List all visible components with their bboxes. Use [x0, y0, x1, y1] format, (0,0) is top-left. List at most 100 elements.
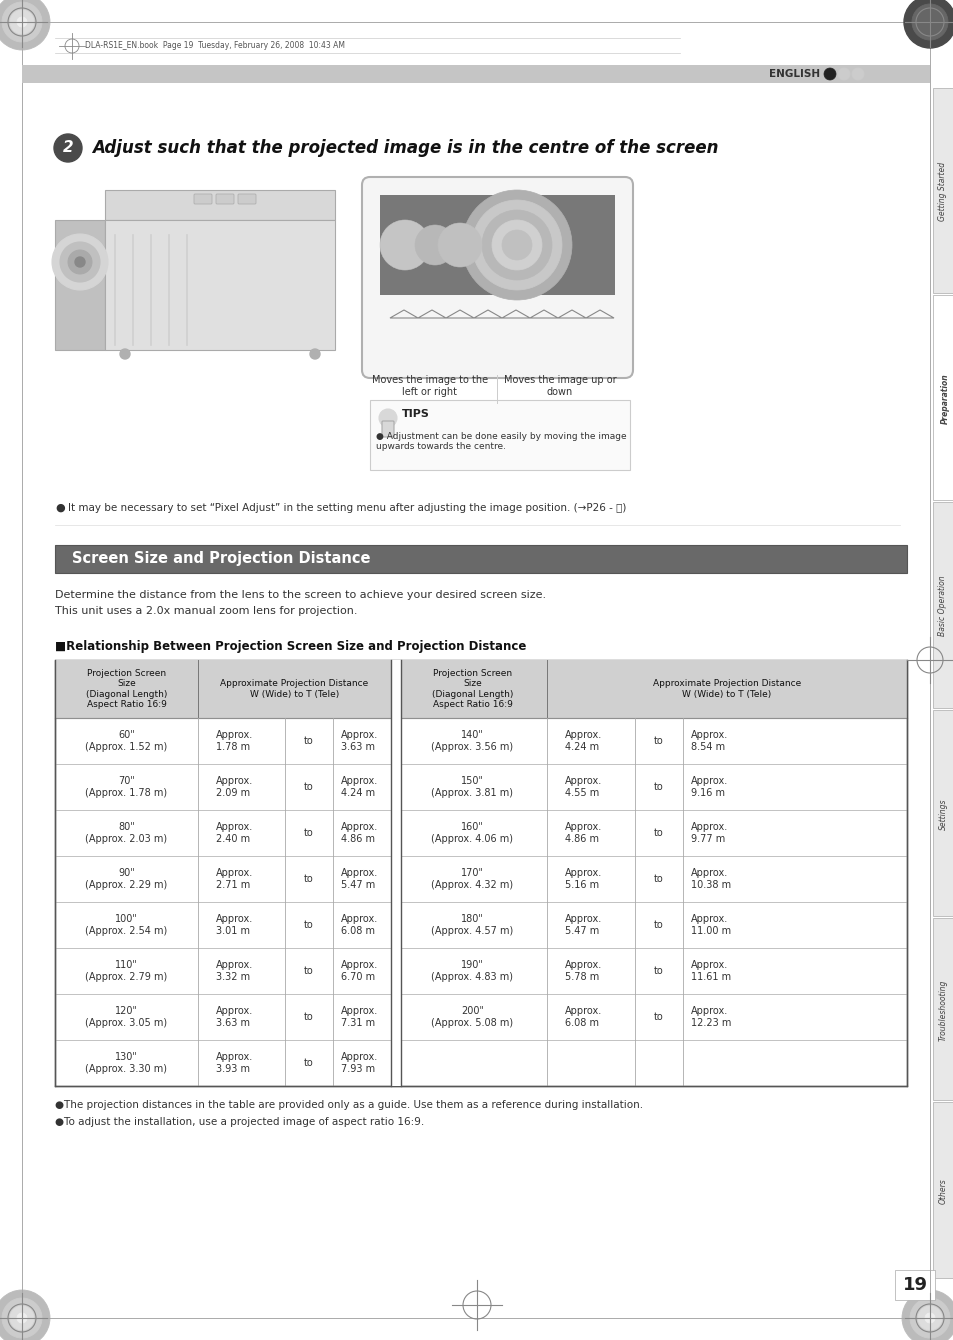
Text: 130"
(Approx. 3.30 m): 130" (Approx. 3.30 m)	[86, 1052, 168, 1073]
Circle shape	[17, 17, 27, 27]
Text: 180"
(Approx. 4.57 m): 180" (Approx. 4.57 m)	[431, 914, 513, 935]
Circle shape	[0, 1290, 50, 1340]
Text: 200"
(Approx. 5.08 m): 200" (Approx. 5.08 m)	[431, 1006, 513, 1028]
Text: to: to	[304, 736, 314, 746]
Text: Approx.
3.01 m: Approx. 3.01 m	[215, 914, 253, 935]
Text: Approx.
10.38 m: Approx. 10.38 m	[690, 868, 730, 890]
Text: Adjust such that the projected image is in the centre of the screen: Adjust such that the projected image is …	[91, 139, 718, 157]
Text: Getting Started: Getting Started	[938, 162, 946, 221]
Text: Projection Screen
Size
(Diagonal Length)
Aspect Ratio 16:9: Projection Screen Size (Diagonal Length)…	[86, 669, 167, 709]
Text: to: to	[304, 1059, 314, 1068]
Text: 110"
(Approx. 2.79 m): 110" (Approx. 2.79 m)	[85, 961, 168, 982]
Circle shape	[120, 348, 130, 359]
Text: Approx.
6.70 m: Approx. 6.70 m	[340, 961, 377, 982]
FancyBboxPatch shape	[361, 177, 633, 378]
Text: Approx.
7.93 m: Approx. 7.93 m	[340, 1052, 377, 1073]
FancyBboxPatch shape	[55, 661, 906, 1085]
Text: Settings: Settings	[938, 799, 946, 829]
Text: Basic Operation: Basic Operation	[938, 576, 946, 636]
Circle shape	[0, 0, 50, 50]
Text: to: to	[304, 1012, 314, 1022]
Text: Approx.
5.16 m: Approx. 5.16 m	[564, 868, 601, 890]
FancyBboxPatch shape	[379, 196, 615, 295]
Text: Projection Screen
Size
(Diagonal Length)
Aspect Ratio 16:9: Projection Screen Size (Diagonal Length)…	[432, 669, 513, 709]
Text: Approx.
11.61 m: Approx. 11.61 m	[690, 961, 730, 982]
Polygon shape	[105, 190, 335, 220]
Text: ●: ●	[55, 502, 65, 513]
Text: ENGLISH: ENGLISH	[768, 68, 820, 79]
Circle shape	[52, 234, 108, 289]
Circle shape	[924, 1313, 934, 1323]
FancyBboxPatch shape	[237, 194, 255, 204]
Circle shape	[917, 1306, 941, 1331]
Circle shape	[501, 230, 532, 260]
Circle shape	[2, 1, 42, 42]
FancyBboxPatch shape	[932, 918, 952, 1100]
Text: Approx.
7.31 m: Approx. 7.31 m	[340, 1006, 377, 1028]
Text: Moves the image up or
down: Moves the image up or down	[503, 375, 616, 397]
FancyBboxPatch shape	[932, 88, 952, 293]
Text: Approx.
2.71 m: Approx. 2.71 m	[215, 868, 253, 890]
Text: 160"
(Approx. 4.06 m): 160" (Approx. 4.06 m)	[431, 823, 513, 844]
Text: DLA-RS1E_EN.book  Page 19  Tuesday, February 26, 2008  10:43 AM: DLA-RS1E_EN.book Page 19 Tuesday, Februa…	[85, 42, 345, 51]
Text: Approximate Projection Distance
W (Wide) to T (Tele): Approximate Projection Distance W (Wide)…	[652, 679, 801, 698]
Text: Approx.
2.09 m: Approx. 2.09 m	[215, 776, 253, 797]
Circle shape	[379, 220, 430, 269]
Polygon shape	[105, 220, 335, 350]
Text: to: to	[654, 921, 663, 930]
Circle shape	[472, 200, 561, 289]
Text: Approx.
3.32 m: Approx. 3.32 m	[215, 961, 253, 982]
Circle shape	[909, 1298, 949, 1339]
FancyBboxPatch shape	[55, 545, 906, 574]
Text: to: to	[654, 783, 663, 792]
FancyBboxPatch shape	[932, 1101, 952, 1278]
Text: Approx.
2.40 m: Approx. 2.40 m	[215, 823, 253, 844]
Text: 80"
(Approx. 2.03 m): 80" (Approx. 2.03 m)	[86, 823, 168, 844]
Text: This unit uses a 2.0x manual zoom lens for projection.: This unit uses a 2.0x manual zoom lens f…	[55, 606, 357, 616]
Text: Approx.
4.24 m: Approx. 4.24 m	[340, 776, 377, 797]
Text: Preparation: Preparation	[940, 373, 948, 423]
Circle shape	[310, 348, 319, 359]
Text: Approx.
3.63 m: Approx. 3.63 m	[340, 730, 377, 752]
Text: ■Relationship Between Projection Screen Size and Projection Distance: ■Relationship Between Projection Screen …	[55, 641, 526, 653]
Polygon shape	[55, 220, 105, 350]
Circle shape	[481, 210, 552, 280]
Circle shape	[492, 220, 541, 269]
Text: 90"
(Approx. 2.29 m): 90" (Approx. 2.29 m)	[85, 868, 168, 890]
Circle shape	[68, 251, 91, 273]
Text: 100"
(Approx. 2.54 m): 100" (Approx. 2.54 m)	[85, 914, 168, 935]
Text: Troubleshooting: Troubleshooting	[938, 980, 946, 1041]
Text: Approx.
5.47 m: Approx. 5.47 m	[340, 868, 377, 890]
Text: Approx.
3.63 m: Approx. 3.63 m	[215, 1006, 253, 1028]
Text: Approx.
5.78 m: Approx. 5.78 m	[564, 961, 601, 982]
Text: Determine the distance from the lens to the screen to achieve your desired scree: Determine the distance from the lens to …	[55, 590, 545, 600]
Circle shape	[437, 222, 481, 267]
Circle shape	[461, 190, 572, 300]
Text: 150"
(Approx. 3.81 m): 150" (Approx. 3.81 m)	[431, 776, 513, 797]
Circle shape	[10, 9, 34, 34]
Text: Others: Others	[938, 1178, 946, 1203]
Text: Approx.
3.93 m: Approx. 3.93 m	[215, 1052, 253, 1073]
Text: Screen Size and Projection Distance: Screen Size and Projection Distance	[71, 552, 370, 567]
Text: ●The projection distances in the table are provided only as a guide. Use them as: ●The projection distances in the table a…	[55, 1100, 642, 1110]
FancyBboxPatch shape	[193, 194, 212, 204]
FancyBboxPatch shape	[932, 710, 952, 917]
Text: Approx.
8.54 m: Approx. 8.54 m	[690, 730, 727, 752]
Text: to: to	[304, 966, 314, 976]
FancyBboxPatch shape	[894, 1270, 934, 1300]
Text: to: to	[304, 874, 314, 884]
Text: to: to	[654, 1012, 663, 1022]
FancyBboxPatch shape	[932, 295, 953, 500]
Text: to: to	[304, 828, 314, 838]
Text: Approx.
9.77 m: Approx. 9.77 m	[690, 823, 727, 844]
Text: Moves the image to the
left or right: Moves the image to the left or right	[372, 375, 488, 397]
Text: to: to	[654, 874, 663, 884]
Text: 2: 2	[63, 141, 73, 155]
Text: 170"
(Approx. 4.32 m): 170" (Approx. 4.32 m)	[431, 868, 513, 890]
Text: Approx.
4.86 m: Approx. 4.86 m	[564, 823, 601, 844]
Circle shape	[903, 0, 953, 48]
Text: Approx.
4.86 m: Approx. 4.86 m	[340, 823, 377, 844]
Text: Approx.
12.23 m: Approx. 12.23 m	[690, 1006, 731, 1028]
Circle shape	[2, 1298, 42, 1339]
Text: Approx.
6.08 m: Approx. 6.08 m	[564, 1006, 601, 1028]
